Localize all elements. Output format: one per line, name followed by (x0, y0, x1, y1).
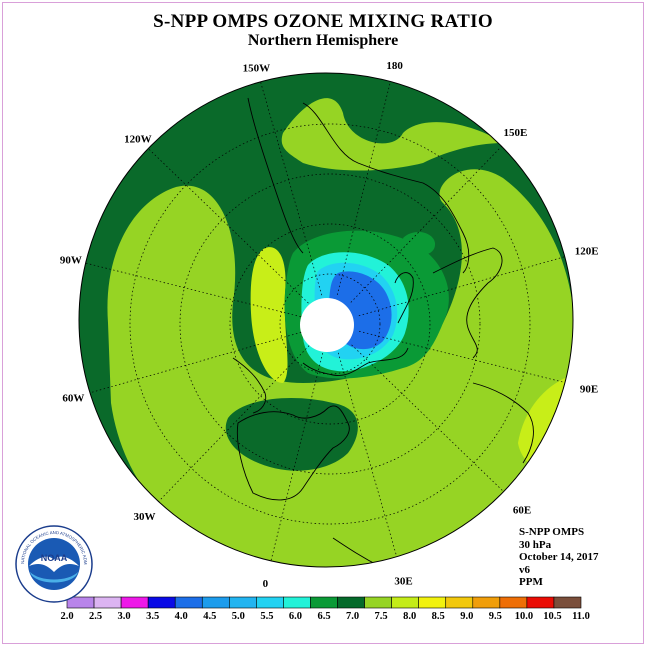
green-patch-east (403, 231, 436, 256)
longitude-label: 0 (263, 578, 269, 590)
lime-region-north (281, 98, 503, 171)
colorbar-tick-label: 11.0 (572, 611, 590, 622)
logo-text: NOAA (41, 553, 68, 563)
longitude-label: 90W (60, 254, 82, 266)
longitude-label: 180 (386, 60, 403, 72)
colorbar-tick-label: 8.0 (403, 611, 416, 622)
colorbar-swatch (147, 596, 176, 609)
colorbar-tick-label: 10.5 (543, 611, 561, 622)
map-subtitle: Northern Hemisphere (247, 32, 399, 49)
longitude-label: 120W (124, 134, 152, 146)
colorbar-swatch (445, 596, 474, 609)
info-units: PPM (519, 576, 543, 588)
colorbar-swatch (256, 596, 284, 609)
colorbar-swatch (499, 596, 528, 609)
colorbar-tick-label: 9.0 (460, 611, 473, 622)
longitude-label: 60W (62, 393, 84, 405)
longitude-label: 30E (394, 576, 412, 588)
colorbar: 2.0 2.5 3.0 3.5 4.0 4.5 5.0 5.5 6.0 6.5 7.0 7.5 8.0 8… (60, 596, 590, 622)
colorbar-swatch (337, 596, 365, 609)
coast-europe (432, 247, 503, 359)
longitude-label: 120E (575, 245, 599, 257)
longitude-label: 30W (134, 511, 156, 523)
colorbar-swatch (283, 596, 311, 609)
colorbar-swatch (310, 596, 338, 609)
colorbar-tick-label: 5.0 (232, 611, 245, 622)
coast-arctic-canada (302, 347, 409, 376)
coast-asia (302, 102, 470, 274)
colorbar-swatch (229, 596, 257, 609)
colorbar-tick-label: 6.5 (317, 611, 330, 622)
colorbar-tick-label: 4.0 (175, 611, 188, 622)
colorbar-tick-label: 4.5 (203, 611, 216, 622)
longitude-labels: 90E 60E 30E 0 30W 60W 90W 120W 150W 180 150E 120E (60, 60, 599, 590)
colorbar-tick-label: 2.5 (89, 611, 102, 622)
colorbar-tick-label: 7.5 (375, 611, 388, 622)
colorbar-swatch (201, 596, 230, 609)
logo-bird-icon (29, 556, 79, 572)
map-boundary (78, 72, 574, 568)
info-level: 30 hPa (519, 538, 552, 551)
info-date: October 14, 2017 (519, 551, 599, 563)
coast-east-asia (247, 97, 304, 254)
polar-map: 90E 60E 30E 0 30W 60W 90W 120W 150W 180 150E 120E 2… (60, 60, 599, 622)
colorbar-tick-label: 9.5 (489, 611, 502, 622)
polar-no-data-circle (300, 298, 354, 352)
colorbar-tick-label: 3.5 (146, 611, 159, 622)
longitude-label: 90E (580, 384, 598, 396)
parallel-circle (129, 123, 531, 525)
colorbar-swatch (364, 596, 392, 609)
map-title: S-NPP OMPS OZONE MIXING RATIO (153, 11, 493, 32)
info-block: S-NPP OMPS 30 hPa October 14, 2017 v6 PP… (519, 526, 639, 589)
colorbar-tick-label: 6.0 (289, 611, 302, 622)
yellow-region-west (250, 247, 288, 383)
ozone-field (79, 73, 573, 567)
coast-greenland (394, 272, 414, 324)
parallel-circle (229, 223, 431, 425)
colorbar-tick-label: 7.0 (346, 611, 359, 622)
coast-alaska (232, 357, 267, 414)
colorbar-swatch (418, 596, 447, 609)
colorbar-swatch (553, 596, 582, 609)
logo-wave-icon (30, 572, 78, 583)
colorbar-tick-label: 5.5 (260, 611, 273, 622)
parallel-circle (279, 273, 381, 375)
longitude-label: 150W (243, 62, 271, 74)
colorbar-swatch (472, 596, 501, 609)
colorbar-tick-label: 2.0 (60, 611, 73, 622)
info-instrument: S-NPP OMPS (519, 526, 585, 538)
longitude-label: 150E (504, 127, 528, 139)
coast-north-america (236, 405, 350, 501)
longitude-label: 60E (513, 504, 531, 516)
coast-africa (472, 382, 534, 464)
coastlines (232, 97, 534, 567)
lime-region (107, 169, 573, 567)
colorbar-swatch (174, 596, 203, 609)
colorbar-tick-label: 3.0 (118, 611, 131, 622)
graticule (79, 73, 573, 567)
colorbar-tick-label: 8.5 (432, 611, 445, 622)
info-version: v6 (519, 563, 530, 576)
colorbar-tick-label: 10.0 (515, 611, 533, 622)
colorbar-swatch (391, 596, 419, 609)
colorbar-swatch (526, 596, 555, 609)
parallel-circle (179, 173, 481, 475)
colorbar-swatch (93, 596, 122, 609)
colorbar-swatch (120, 596, 149, 609)
noaa-logo: NOAA NATIONAL OCEANIC AND ATMOSPHERIC AD… (14, 524, 93, 603)
dark-band-america (225, 398, 358, 471)
